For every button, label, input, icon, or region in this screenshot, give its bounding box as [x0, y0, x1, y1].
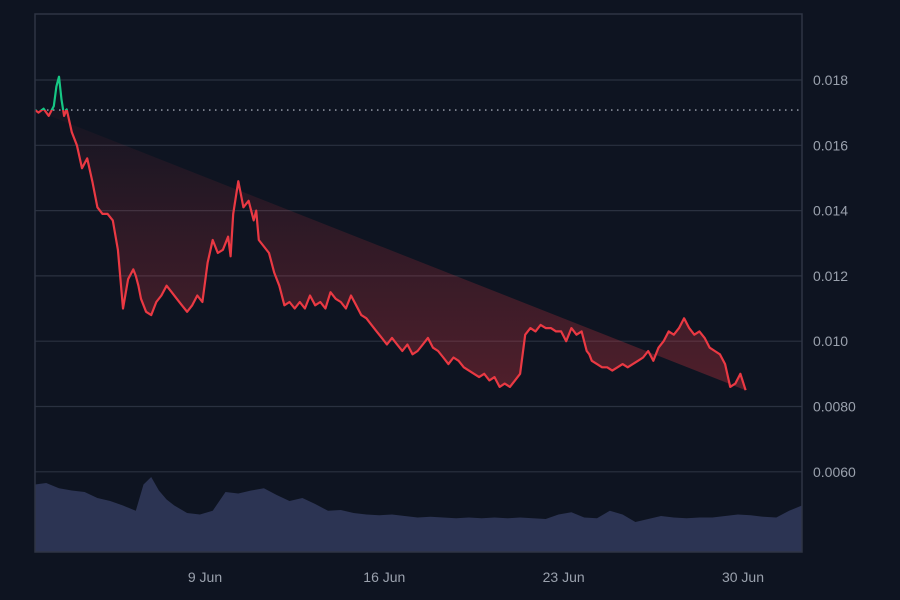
x-tick-label: 23 Jun: [543, 569, 585, 585]
price-area-fill: [35, 110, 746, 391]
x-tick-label: 30 Jun: [722, 569, 764, 585]
y-tick-label: 0.0060: [813, 464, 856, 480]
y-tick-label: 0.012: [813, 268, 848, 284]
x-axis-labels: 9 Jun 16 Jun 23 Jun 30 Jun: [188, 569, 764, 585]
plot-frame: [34, 13, 803, 553]
x-tick-label: 9 Jun: [188, 569, 222, 585]
y-tick-label: 0.014: [813, 203, 848, 219]
x-tick-label: 16 Jun: [363, 569, 405, 585]
volume-area: [35, 477, 802, 552]
y-tick-label: 0.0080: [813, 399, 856, 415]
y-tick-label: 0.016: [813, 137, 848, 153]
price-line: [35, 75, 747, 391]
y-tick-label: 0.010: [813, 333, 848, 349]
y-tick-label: 0.018: [813, 72, 848, 88]
y-axis-labels: 0.018 0.016 0.014 0.012 0.010 0.0080 0.0060: [813, 72, 856, 480]
